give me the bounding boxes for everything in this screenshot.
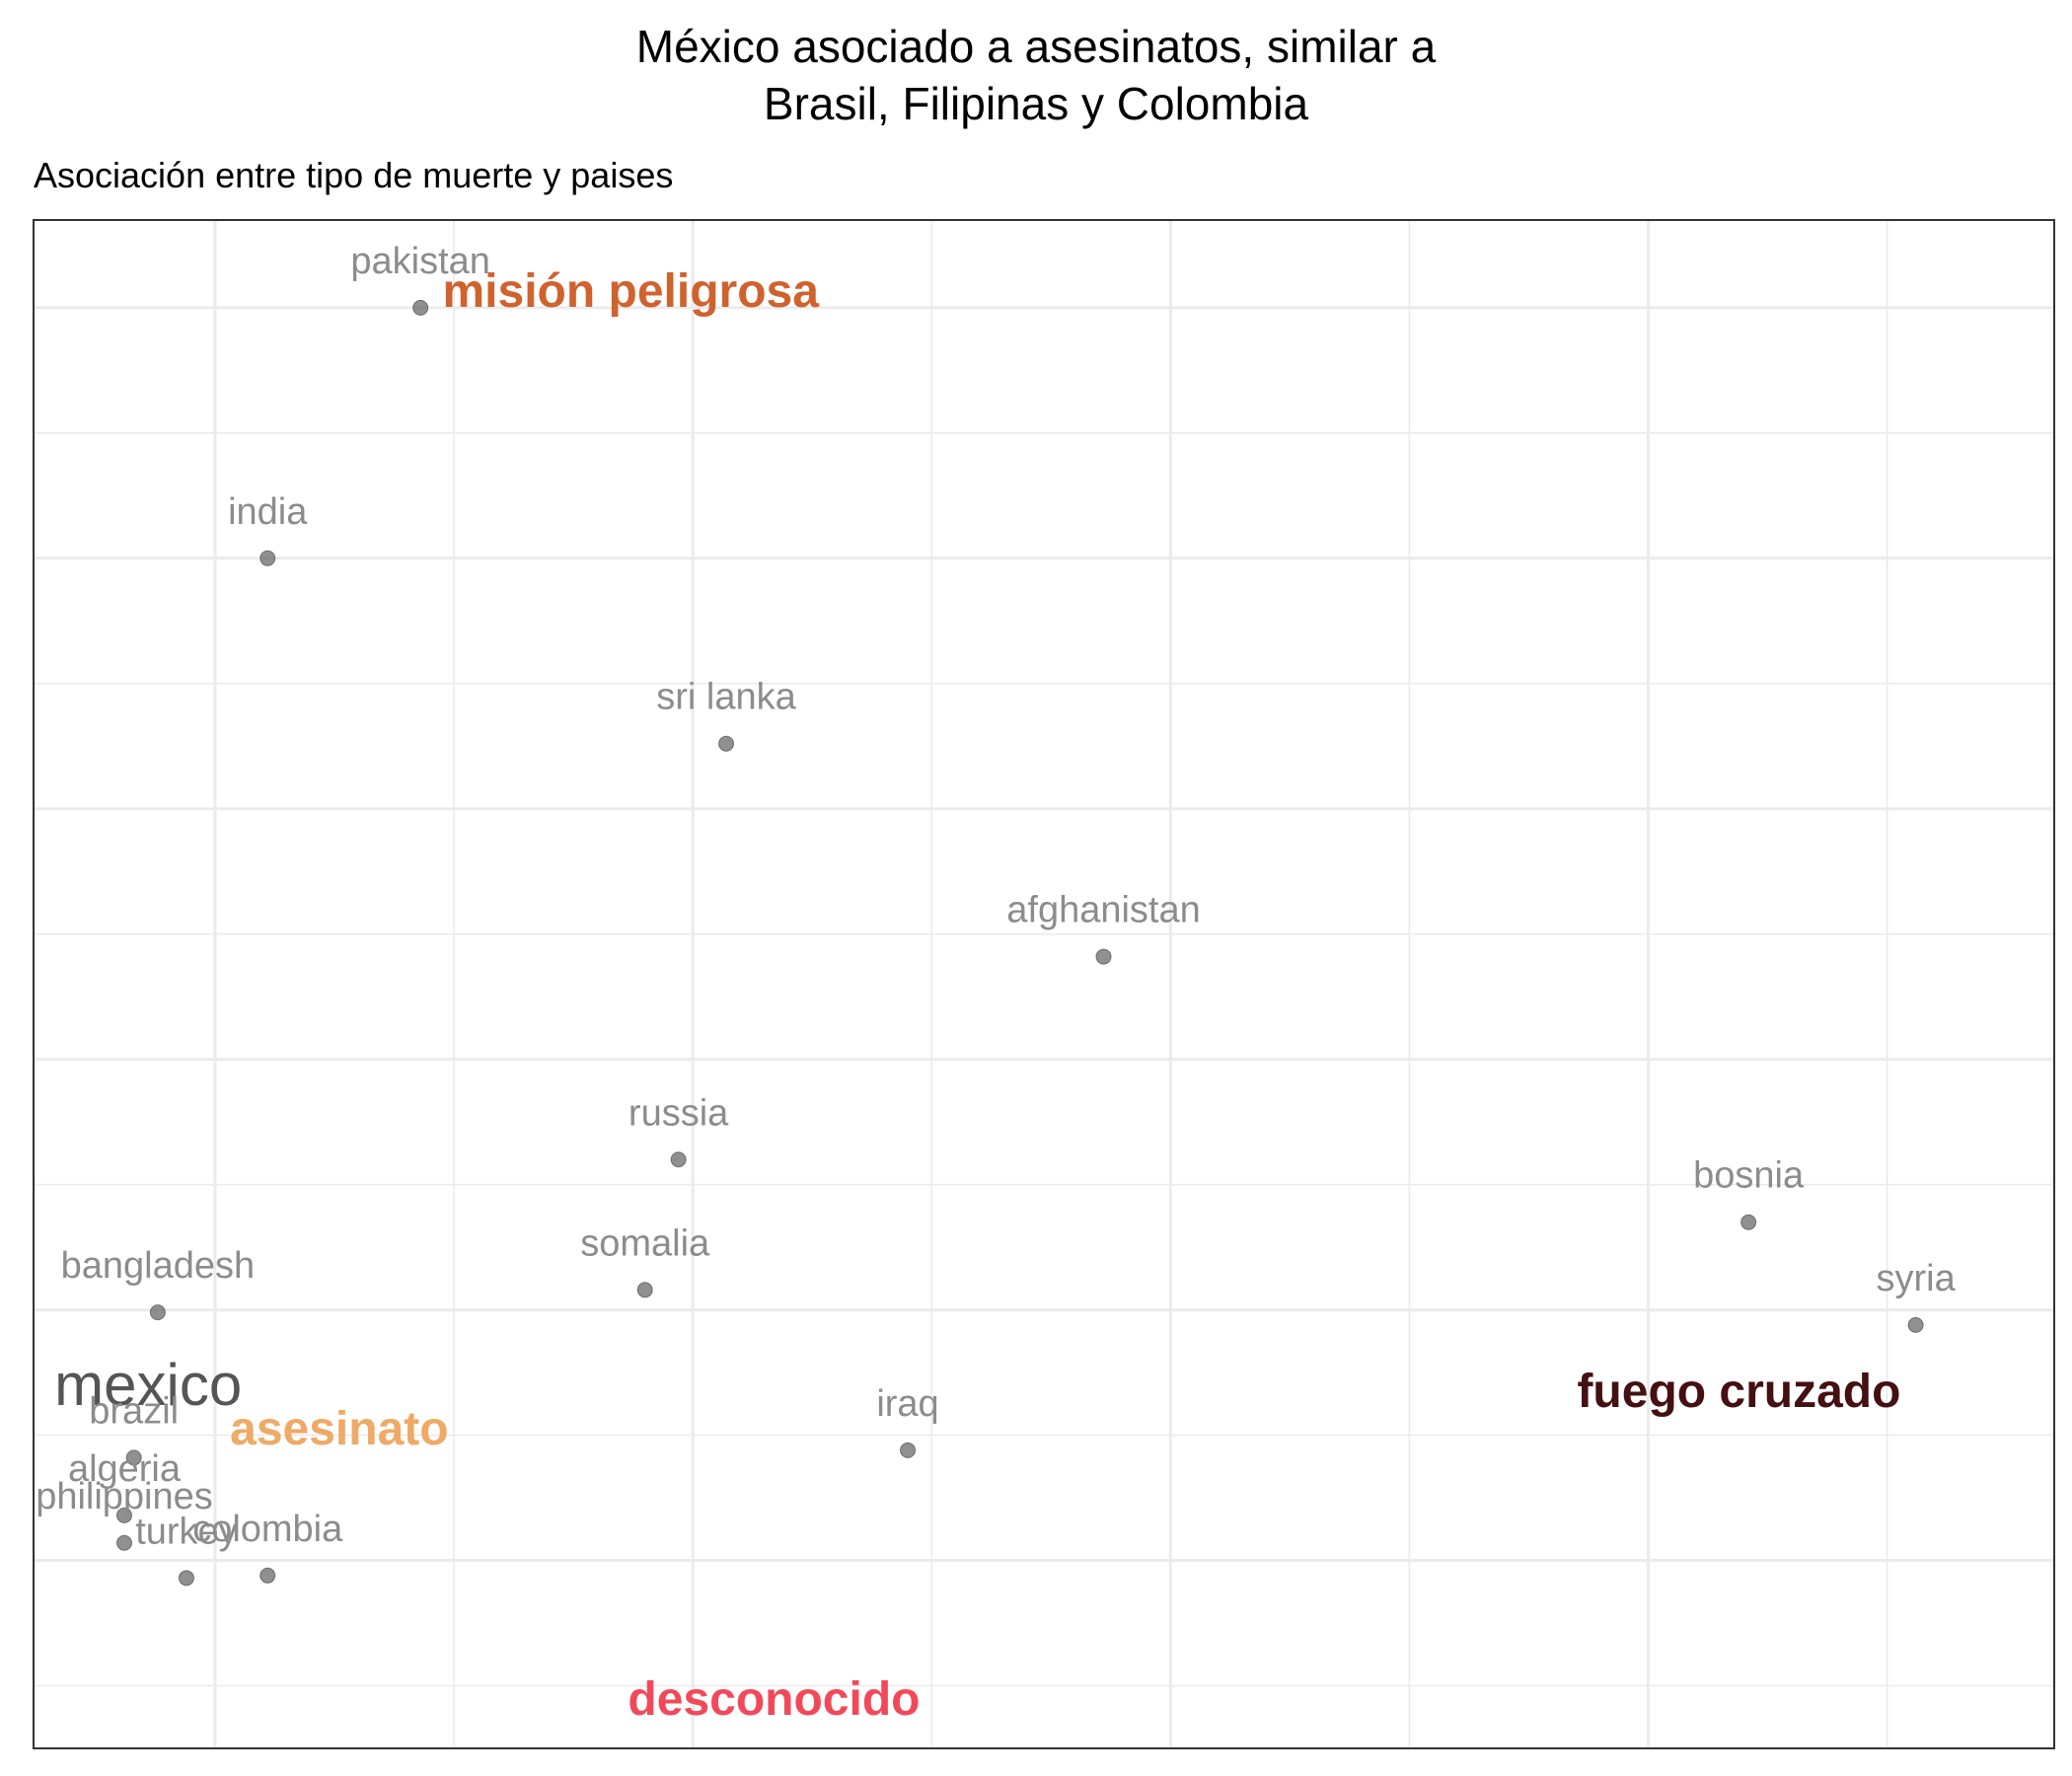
grid-layer [34, 220, 2054, 1748]
point-sri-lanka [718, 735, 735, 752]
label-iraq: iraq [876, 1383, 938, 1425]
label-mexico: mexico [54, 1352, 242, 1418]
labels-layer: pakistan india sri lanka afghanistan russia s… [36, 241, 1956, 1552]
label-somalia: somalia [580, 1222, 710, 1264]
point-colombia [259, 1567, 276, 1584]
label-colombia: colombia [192, 1509, 343, 1550]
point-bangladesh [149, 1304, 166, 1321]
label-brazil: brazil [89, 1390, 179, 1432]
category-misión-peligrosa: misión peligrosa [442, 265, 819, 318]
label-russia: russia [629, 1092, 729, 1134]
point-pakistan [412, 299, 429, 316]
label-pakistan: pakistan [350, 241, 490, 282]
point-russia [670, 1151, 687, 1168]
point-syria [1907, 1316, 1924, 1333]
category-fuego-cruzado: fuego cruzado [1577, 1366, 1900, 1418]
point-india [259, 550, 276, 566]
label-syria: syria [1876, 1258, 1956, 1299]
point-philippines [115, 1534, 132, 1551]
label-afghanistan: afghanistan [1006, 890, 1201, 931]
point-iraq [900, 1442, 917, 1458]
label-bangladesh: bangladesh [61, 1245, 256, 1287]
point-turkey [178, 1570, 194, 1587]
point-brazil [125, 1449, 142, 1466]
label-philippines: philippines [36, 1476, 213, 1517]
point-bosnia [1740, 1214, 1757, 1230]
point-algeria [115, 1507, 132, 1523]
points-layer [115, 299, 1924, 1587]
label-bosnia: bosnia [1693, 1155, 1805, 1197]
label-sri-lanka: sri lanka [656, 677, 796, 718]
point-afghanistan [1095, 948, 1112, 965]
label-india: india [228, 491, 308, 533]
category-desconocido: desconocido [628, 1673, 920, 1726]
label-algeria: algeria [68, 1448, 182, 1490]
category-asesinato: asesinato [230, 1403, 448, 1455]
plot-border [33, 219, 2055, 1749]
chart-title: México asociado a asesinatos, similar a … [635, 21, 1437, 129]
chart-subtitle: Asociación entre tipo de muerte y paises [34, 155, 674, 195]
category-labels-layer: misión peligrosa asesinato fuego cruzado de… [230, 265, 1900, 1726]
point-somalia [636, 1282, 653, 1298]
label-turkey: turkey [135, 1511, 237, 1552]
